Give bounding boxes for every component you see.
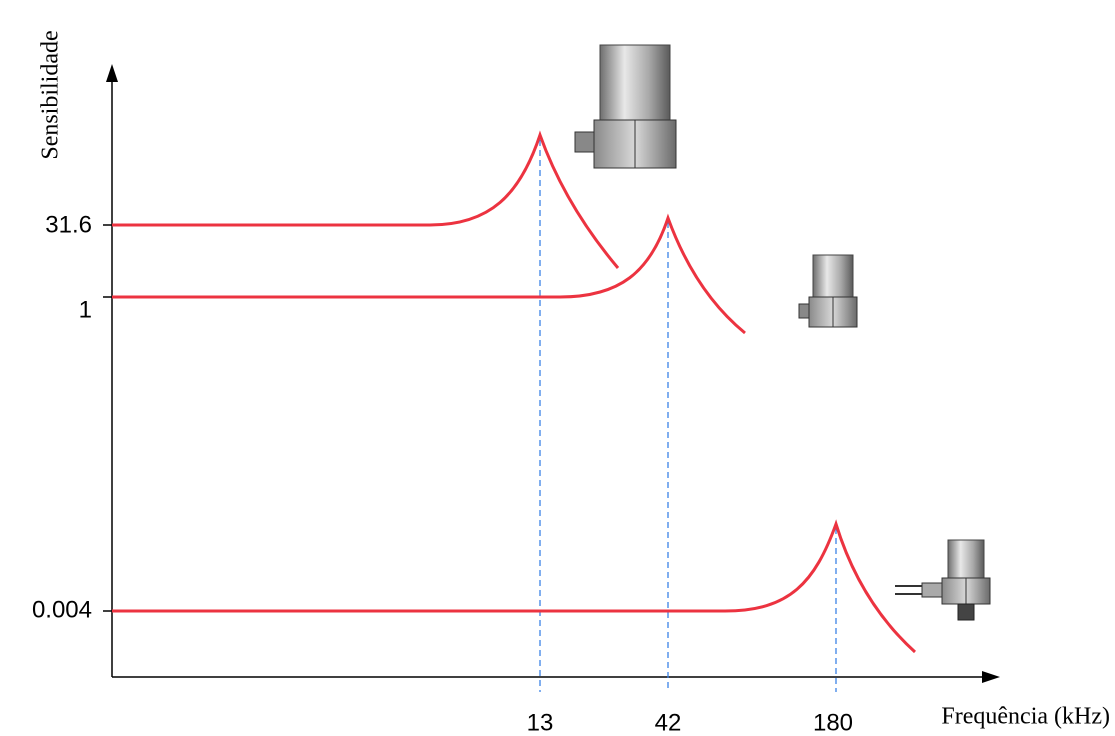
diagram: Sensibilidade Frequência (kHz) 31.6 1 0.… — [0, 0, 1115, 736]
sensor-icon — [895, 540, 990, 620]
sensor-icon — [799, 255, 857, 327]
frequency-label: 42 — [655, 709, 682, 736]
sensitivity-label: 31.6 — [45, 211, 92, 238]
x-arrow — [982, 671, 1000, 683]
sensitivity-label: 1 — [79, 296, 92, 323]
response-curve — [112, 524, 915, 652]
response-curve — [112, 218, 745, 333]
x-axis-label: Frequência (kHz) — [941, 704, 1110, 730]
frequency-label: 13 — [527, 709, 554, 736]
y-axis-label: Sensibilidade — [38, 30, 64, 159]
sensitivity-label: 0.004 — [32, 596, 92, 623]
sensor-icon — [575, 45, 676, 168]
response-curve — [112, 135, 618, 268]
y-arrow — [106, 64, 118, 82]
frequency-label: 180 — [813, 709, 853, 736]
